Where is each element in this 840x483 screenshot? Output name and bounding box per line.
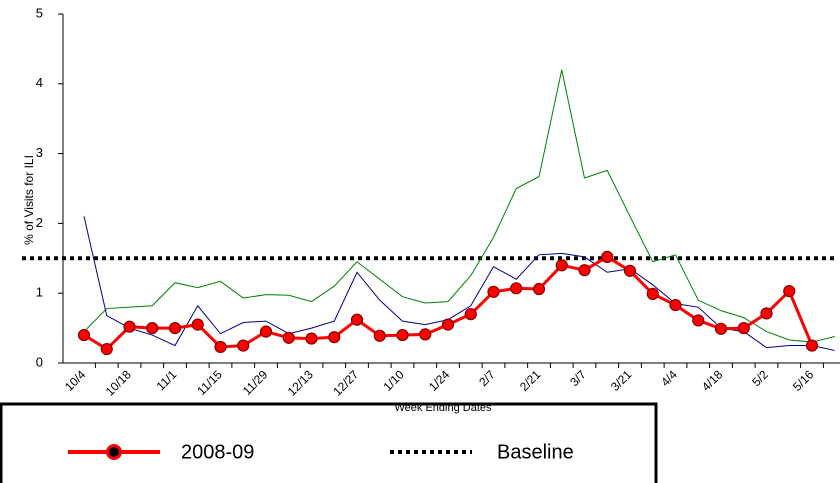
- data-point: [282, 331, 295, 344]
- data-point: [783, 285, 796, 298]
- data-point: [692, 314, 705, 327]
- legend-marker: [106, 444, 122, 460]
- y-tick-label: 4: [36, 75, 43, 90]
- y-tick-label: 5: [36, 5, 43, 20]
- data-point: [441, 318, 455, 331]
- data-point: [350, 313, 364, 326]
- x-tick-label: 2/7: [476, 367, 498, 389]
- x-tick-label: 5/16: [790, 367, 817, 394]
- x-axis-title: Week Ending Dates: [394, 402, 492, 414]
- legend-label: 2008-09: [181, 441, 254, 463]
- data-point: [578, 264, 591, 277]
- data-point: [146, 322, 159, 335]
- x-tick-label: 11/1: [154, 367, 180, 393]
- data-point: [123, 320, 136, 333]
- x-tick-label: 4/4: [658, 367, 680, 389]
- x-tick-label: 11/15: [194, 367, 225, 398]
- data-point: [601, 250, 614, 264]
- series-line: [83, 69, 835, 343]
- x-tick-label: 12/27: [330, 367, 361, 398]
- y-tick-label: 3: [36, 145, 43, 160]
- data-point: [532, 282, 546, 296]
- y-tick-label: 0: [36, 354, 43, 369]
- data-point: [328, 331, 341, 344]
- legend-label: Baseline: [497, 441, 574, 463]
- y-tick-label: 1: [36, 285, 43, 300]
- data-point: [510, 282, 523, 295]
- data-point: [191, 318, 204, 331]
- x-tick-label: 4/18: [699, 367, 726, 394]
- data-point: [669, 298, 682, 312]
- x-tick-label: 10/4: [62, 367, 89, 394]
- y-tick-label: 2: [36, 215, 43, 230]
- x-tick-label: 3/21: [608, 367, 635, 394]
- data-point: [805, 339, 819, 352]
- x-tick-label: 12/13: [285, 367, 316, 398]
- x-tick-label: 2/21: [517, 367, 544, 394]
- x-tick-label: 3/7: [567, 367, 589, 389]
- series-line: [83, 216, 835, 351]
- data-point: [100, 342, 113, 356]
- x-tick-label: 5/2: [749, 367, 771, 389]
- data-point: [419, 328, 432, 341]
- data-point: [237, 339, 250, 352]
- data-point: [760, 307, 773, 320]
- x-tick-label: 11/29: [240, 367, 271, 398]
- x-tick-label: 1/24: [426, 367, 453, 394]
- data-point: [487, 285, 500, 298]
- data-point: [714, 322, 728, 335]
- data-point: [214, 340, 227, 354]
- data-point: [259, 325, 273, 338]
- data-point: [623, 264, 637, 277]
- data-point: [737, 322, 750, 335]
- x-tick-label: 1/10: [380, 367, 407, 394]
- series-line: [83, 255, 814, 351]
- y-axis-title: % of Visits for ILI: [22, 155, 36, 245]
- data-point: [168, 322, 182, 335]
- data-point: [555, 259, 568, 272]
- data-point: [305, 332, 318, 345]
- data-point: [646, 287, 659, 300]
- legend-box: [0, 402, 658, 483]
- data-point: [464, 308, 477, 321]
- data-point: [396, 328, 409, 342]
- data-point: [373, 329, 386, 342]
- x-tick-label: 10/18: [103, 367, 134, 398]
- data-point: [77, 328, 91, 342]
